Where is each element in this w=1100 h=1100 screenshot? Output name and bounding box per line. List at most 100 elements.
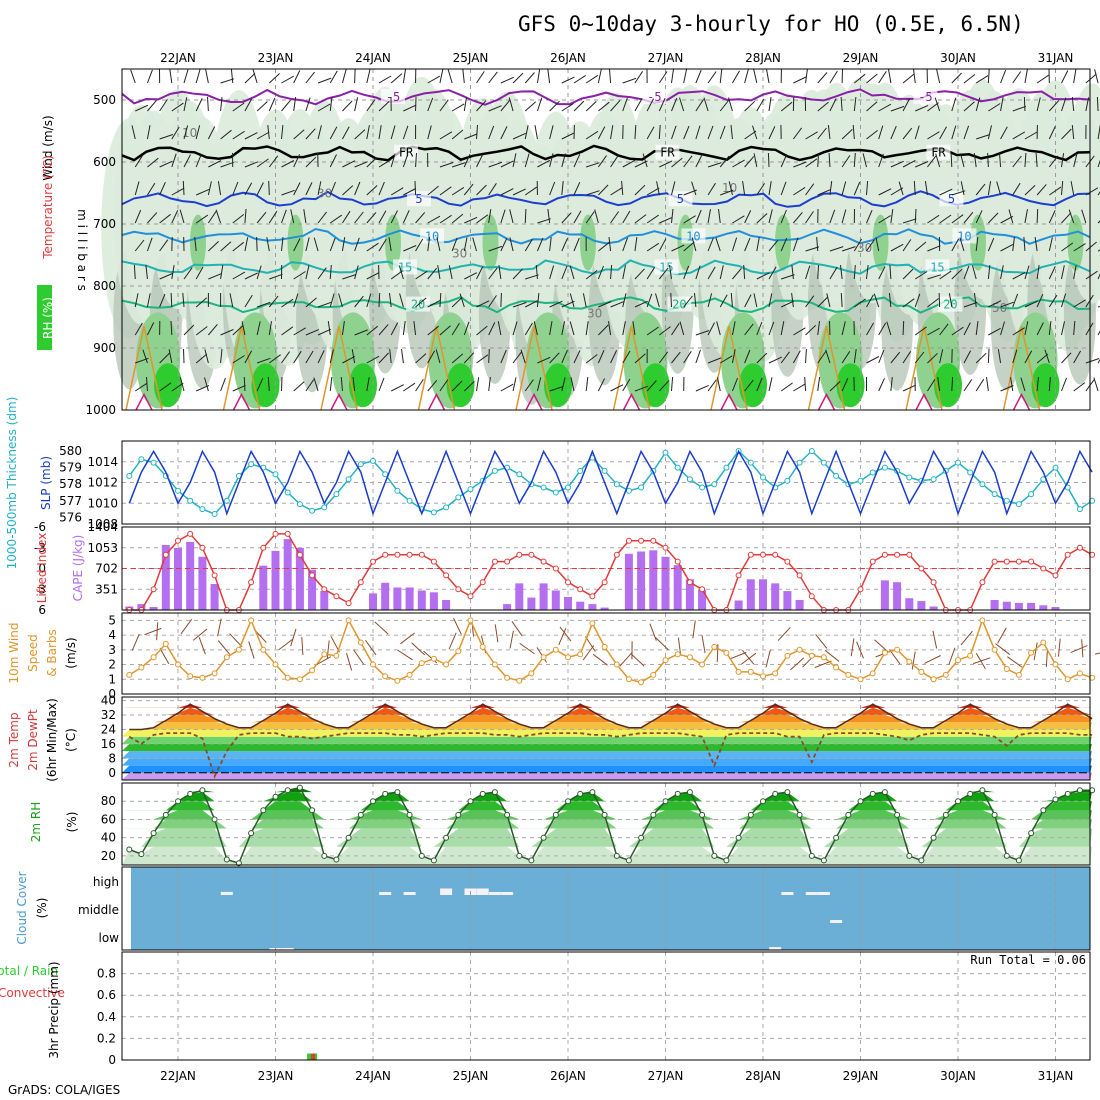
wind-speed-point <box>260 646 267 653</box>
surface-wind-barb <box>192 628 208 641</box>
wind-barb <box>805 348 807 364</box>
wind-speed-point <box>223 654 230 661</box>
wind-tick-label: 0 <box>108 687 116 701</box>
wind-barb <box>497 321 502 336</box>
wind-barb <box>498 265 502 280</box>
wind-barb <box>805 265 811 280</box>
cape-li-frame <box>121 526 1091 611</box>
wind-barb <box>207 211 217 224</box>
isotherm-label-bg <box>681 228 706 244</box>
wind-barb <box>508 97 514 112</box>
wind-speed-point <box>162 640 169 647</box>
wind-barb <box>622 293 627 308</box>
wind-barb <box>1024 209 1028 224</box>
wind-barb <box>875 237 880 252</box>
temp-contour-magenta <box>915 392 933 411</box>
wind-barb <box>195 353 208 364</box>
wind-barb <box>561 181 564 196</box>
wind-barb <box>707 71 717 84</box>
wind-barb <box>135 104 149 112</box>
wind-barb <box>890 105 905 112</box>
wind-barb <box>878 266 886 280</box>
temp-tick-label: 8 <box>108 751 116 765</box>
wind-barb <box>281 125 284 140</box>
rh2m-point <box>175 798 181 805</box>
surface-wind-barb <box>655 637 669 651</box>
isotherm-label-bg <box>393 259 418 275</box>
rh2m-point <box>187 790 194 797</box>
rh-color-band <box>122 828 1093 847</box>
wind-barb <box>451 129 464 140</box>
rh2m-point <box>467 798 474 805</box>
rh2m-point <box>430 857 437 864</box>
precip-axis-label: 3hr Precip (mm) <box>47 961 61 1058</box>
wind-barb <box>695 209 702 224</box>
isotherm-label-bg <box>938 296 963 312</box>
isotherm-label: 5 <box>677 192 684 206</box>
cape-bar <box>442 600 451 610</box>
thickness-point <box>1015 501 1022 508</box>
wind-barb <box>913 69 916 84</box>
wind-barb <box>597 378 606 392</box>
wind-barb <box>266 237 270 252</box>
wind-barb <box>268 321 272 336</box>
wind-speed-point <box>906 658 913 665</box>
wind-barb <box>1048 376 1051 392</box>
wind-barb <box>975 378 985 392</box>
rh2m-point <box>967 790 974 797</box>
wind-barb <box>244 98 253 112</box>
wind-barb <box>646 214 659 224</box>
wind-barb <box>597 69 602 84</box>
wind-barb <box>313 237 319 252</box>
wind-barb <box>805 211 814 224</box>
wind-barb <box>549 153 554 168</box>
wind-barb <box>694 293 697 308</box>
lifted-index-point <box>394 551 401 558</box>
lifted-index-point <box>784 558 791 565</box>
temp-tick-label: 24 <box>101 722 116 736</box>
wind-barb <box>691 237 697 252</box>
wind-barb <box>768 356 782 364</box>
thickness-point <box>333 491 340 498</box>
temp-legend-label: (°C) <box>64 728 78 752</box>
wind-barb <box>1070 181 1075 196</box>
cape-bar <box>186 542 195 610</box>
wind-barb <box>1048 126 1056 140</box>
wind-barb <box>622 210 631 224</box>
wind-tick-label: 5 <box>108 613 116 627</box>
wind-barb <box>586 162 600 168</box>
wind-barb <box>987 265 991 280</box>
wind-barb <box>1048 210 1056 224</box>
rh2m-point <box>820 857 827 864</box>
wind-barb <box>476 377 480 392</box>
wind-barb <box>707 182 716 196</box>
wind-barb <box>488 105 502 112</box>
wind-barb <box>342 185 354 196</box>
rh-shade-saturated <box>251 363 280 408</box>
wind-barb <box>488 161 503 168</box>
wind-barb <box>622 321 626 336</box>
wind-barb <box>853 97 857 112</box>
wind-speed-point <box>589 620 596 627</box>
rh2m-point <box>845 811 852 818</box>
wind-barb <box>390 187 404 196</box>
wind-barb <box>341 237 346 252</box>
wind-barb <box>658 267 669 280</box>
wind-speed-point <box>699 661 706 668</box>
wind-barb <box>973 153 977 168</box>
wind-barb <box>500 126 508 140</box>
surface-wind-barb <box>511 621 523 637</box>
wind-barb <box>215 209 222 224</box>
wind-barb <box>621 180 624 196</box>
wind-barb <box>744 349 751 364</box>
wind-barb <box>232 102 245 112</box>
wind-barb <box>340 376 343 392</box>
wind-barb <box>488 245 503 252</box>
wind-barb <box>378 101 390 112</box>
wind-barb <box>500 292 502 308</box>
lifted-index-point <box>467 593 474 600</box>
wind-barb <box>927 245 941 252</box>
wind-barb <box>329 154 337 168</box>
wind-legend-label: & Barbs <box>45 629 59 677</box>
wind-barb <box>525 274 539 280</box>
